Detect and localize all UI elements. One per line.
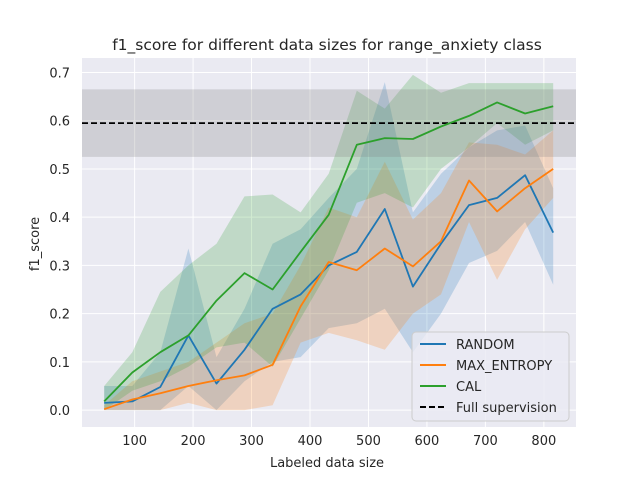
legend: RANDOM MAX_ENTROPY CAL Full supervision (411, 331, 570, 422)
y-tick-label: 0.2 (49, 308, 70, 323)
confidence-bands (104, 74, 554, 411)
line-random (104, 174, 555, 404)
y-tick-label: 0.7 (49, 66, 70, 81)
y-tick-label: 0.0 (49, 404, 70, 419)
band-max-entropy (104, 130, 554, 411)
legend-label-max-entropy: MAX_ENTROPY (456, 359, 552, 374)
line-cal (103, 101, 554, 403)
y-tick-label: 0.1 (49, 356, 70, 371)
y-tick-labels: 0.0 0.1 0.2 0.3 0.4 0.5 0.6 0.7 (49, 66, 70, 419)
y-tick-label: 0.4 (49, 211, 70, 226)
legend-label-full-supervision: Full supervision (456, 401, 557, 416)
y-tick-label: 0.6 (49, 115, 70, 130)
x-tick-label: 600 (415, 434, 440, 449)
line-max-entropy (103, 168, 554, 411)
chart-title: f1_score for different data sizes for ra… (112, 36, 542, 55)
band-cal (104, 74, 554, 411)
x-tick-label: 200 (181, 434, 206, 449)
legend-label-cal: CAL (456, 380, 482, 395)
y-tick-label: 0.3 (49, 259, 70, 274)
series-lines (103, 101, 555, 411)
x-axis-label: Labeled data size (270, 456, 384, 471)
legend-label-random: RANDOM (456, 338, 515, 353)
x-tick-label: 800 (531, 434, 556, 449)
x-tick-label: 300 (239, 434, 264, 449)
y-axis-label: f1_score (28, 217, 43, 271)
x-tick-label: 400 (298, 434, 323, 449)
full-supervision-reference (82, 89, 576, 157)
x-tick-labels: 100 200 300 400 500 600 700 800 (122, 434, 556, 449)
x-tick-label: 700 (473, 434, 498, 449)
legend-box (411, 331, 570, 422)
x-tick-label: 500 (356, 434, 381, 449)
x-tick-label: 100 (122, 434, 147, 449)
y-tick-label: 0.5 (49, 163, 70, 178)
band-random (104, 82, 554, 411)
